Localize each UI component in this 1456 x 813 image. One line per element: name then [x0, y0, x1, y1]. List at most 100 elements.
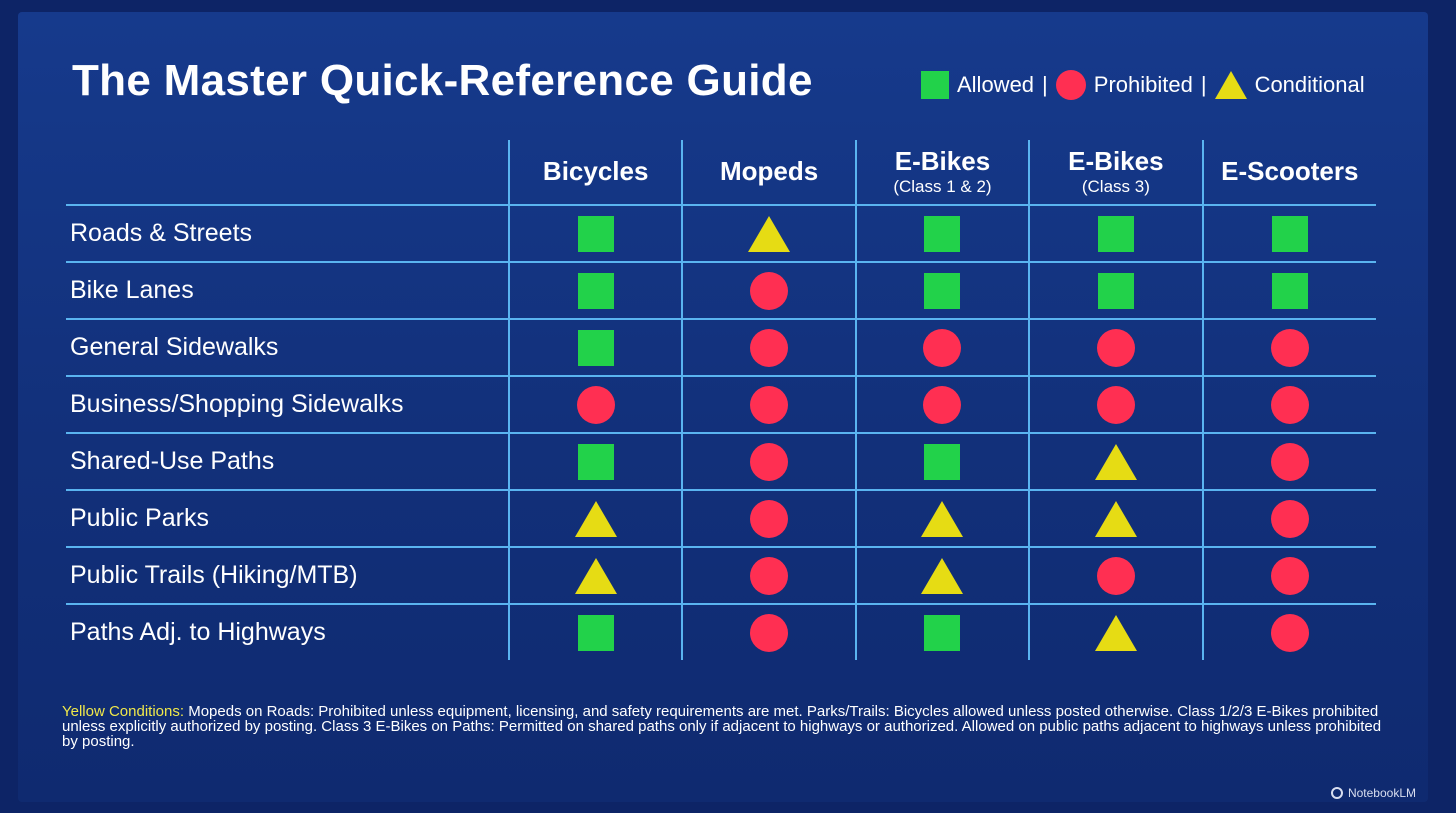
column-header: Bicycles [507, 140, 683, 206]
status-cell [507, 376, 683, 434]
prohibited-circle-icon [1096, 328, 1135, 367]
status-cell [854, 262, 1030, 320]
column-header-sublabel: (Class 3) [1081, 177, 1150, 197]
allowed-square-icon [577, 215, 614, 252]
status-cell [1201, 376, 1376, 434]
column-header-label: E-Scooters [1221, 156, 1359, 187]
column-header: E-Bikes (Class 3) [1028, 140, 1203, 206]
prohibited-circle-icon [750, 328, 789, 367]
prohibited-circle-icon [576, 385, 615, 424]
prohibited-circle-icon [1270, 613, 1309, 652]
status-cell [1028, 376, 1203, 434]
column-header: E-Scooters [1201, 140, 1376, 206]
prohibited-circle-icon [923, 328, 962, 367]
column-header: Mopeds [681, 140, 856, 206]
status-cell [1201, 433, 1376, 491]
allowed-square-icon [1097, 272, 1134, 309]
status-cell [1028, 604, 1203, 660]
table-row: General Sidewalks [66, 319, 1376, 377]
brand-label: NotebookLM [1347, 786, 1416, 800]
table-row: Public Trails (Hiking/MTB) [66, 547, 1376, 605]
table-row: Public Parks [66, 490, 1376, 548]
allowed-square-icon [577, 443, 614, 480]
table-row: Roads & Streets [66, 205, 1376, 263]
prohibited-circle-icon [1270, 499, 1309, 538]
status-cell [681, 376, 856, 434]
footnote: Yellow Conditions: Mopeds on Roads: Proh… [62, 704, 1392, 749]
row-label: Business/Shopping Sidewalks [66, 376, 509, 434]
status-cell [1201, 319, 1376, 377]
legend-conditional-label: Conditional [1254, 72, 1365, 97]
status-cell [1028, 490, 1203, 548]
column-header: E-Bikes (Class 1 & 2) [854, 140, 1030, 206]
table-row: Business/Shopping Sidewalks [66, 376, 1376, 434]
conditional-triangle-icon [1214, 71, 1247, 99]
status-cell [1028, 547, 1203, 605]
table-row: Bike Lanes [66, 262, 1376, 320]
prohibited-circle-icon [1270, 556, 1309, 595]
legend-separator: | [1042, 72, 1048, 97]
row-label: General Sidewalks [66, 319, 509, 377]
legend: Allowed | Prohibited | Conditional [921, 70, 1365, 100]
column-header-label: E-Bikes [894, 145, 991, 176]
prohibited-circle-icon [750, 442, 789, 481]
status-cell [507, 604, 683, 660]
footnote-text: Mopeds on Roads: Prohibited unless equip… [62, 703, 1382, 750]
status-cell [854, 205, 1030, 263]
allowed-square-icon [1097, 215, 1134, 252]
status-cell [507, 490, 683, 548]
prohibited-circle-icon [750, 271, 789, 310]
prohibited-circle-icon [1055, 70, 1086, 100]
footnote-lead: Yellow Conditions: [62, 703, 185, 720]
row-label: Public Parks [66, 490, 509, 548]
status-cell [854, 490, 1030, 548]
status-cell [1028, 262, 1203, 320]
header-corner [66, 140, 509, 206]
conditional-triangle-icon [1094, 443, 1137, 480]
conditional-triangle-icon [1094, 500, 1137, 537]
status-cell [1028, 205, 1203, 263]
status-cell [1201, 547, 1376, 605]
status-cell [507, 262, 683, 320]
status-cell [1201, 205, 1376, 263]
prohibited-circle-icon [750, 499, 789, 538]
conditional-triangle-icon [1094, 614, 1137, 651]
table-row: Paths Adj. to Highways [66, 604, 1376, 660]
status-cell [507, 205, 683, 263]
prohibited-circle-icon [750, 613, 789, 652]
prohibited-circle-icon [923, 385, 962, 424]
status-cell [854, 376, 1030, 434]
allowed-square-icon [1271, 272, 1308, 309]
conditional-triangle-icon [748, 215, 791, 252]
notebooklm-logo-icon [1330, 787, 1343, 799]
status-cell [1028, 433, 1203, 491]
prohibited-circle-icon [750, 385, 789, 424]
row-label: Shared-Use Paths [66, 433, 509, 491]
allowed-square-icon [924, 272, 961, 309]
row-label: Public Trails (Hiking/MTB) [66, 547, 509, 605]
reference-table: Bicycles Mopeds E-Bikes (Class 1 & 2) E-Bike… [66, 140, 1376, 660]
header-row: Bicycles Mopeds E-Bikes (Class 1 & 2) E-Bike… [66, 140, 1376, 206]
status-cell [681, 433, 856, 491]
brand-watermark: NotebookLM [1330, 786, 1416, 800]
status-cell [1201, 490, 1376, 548]
allowed-square-icon [924, 614, 961, 651]
prohibited-circle-icon [1270, 442, 1309, 481]
conditional-triangle-icon [921, 557, 964, 594]
status-cell [507, 433, 683, 491]
table-body: Roads & Streets Bike Lanes General Sidewal… [66, 205, 1376, 660]
status-cell [681, 547, 856, 605]
status-cell [681, 604, 856, 660]
status-cell [854, 319, 1030, 377]
row-label: Paths Adj. to Highways [70, 618, 326, 646]
allowed-square-icon [577, 329, 614, 366]
status-cell [681, 319, 856, 377]
status-cell [681, 490, 856, 548]
conditional-triangle-icon [921, 500, 964, 537]
row-label: Roads & Streets [66, 205, 509, 263]
row-label: Bike Lanes [66, 262, 509, 320]
status-cell [1201, 604, 1376, 660]
prohibited-circle-icon [1096, 385, 1135, 424]
status-cell [854, 604, 1030, 660]
legend-allowed-label: Allowed [957, 72, 1035, 97]
